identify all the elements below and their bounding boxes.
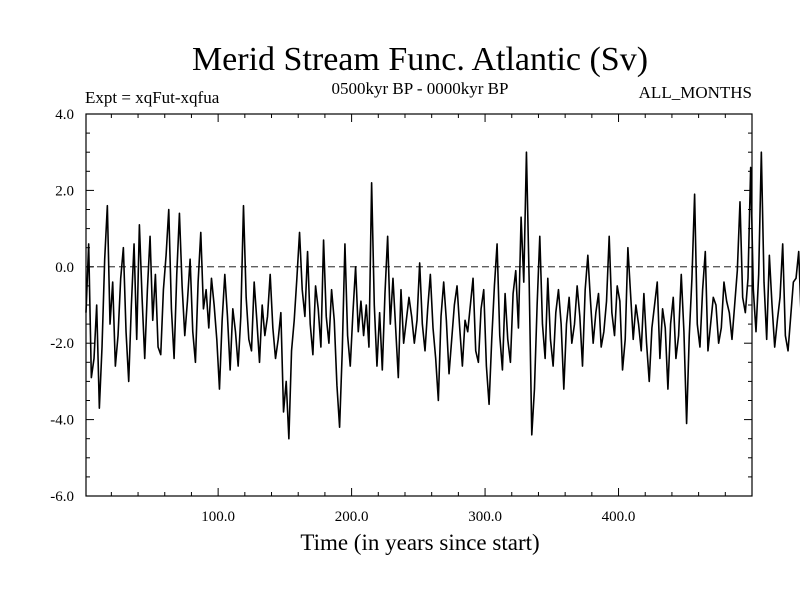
x-axis-label: Time (in years since start) — [300, 530, 539, 555]
x-tick-label: 300.0 — [468, 509, 502, 525]
x-tick-labels: 100.0 200.0 300.0 400.0 — [201, 509, 635, 525]
axis-ticks — [86, 113, 753, 497]
y-tick-label: -2.0 — [50, 336, 74, 352]
series-line-group — [85, 151, 800, 440]
experiment-label: Expt = xqFut-xqfua — [85, 88, 220, 107]
y-tick-label: 0.0 — [55, 260, 74, 276]
chart-title: Merid Stream Func. Atlantic (Sv) — [192, 41, 648, 78]
series-line — [85, 151, 800, 440]
y-tick-label: -4.0 — [50, 413, 74, 429]
y-tick-label: 2.0 — [55, 183, 74, 199]
x-tick-label: 400.0 — [602, 509, 636, 525]
time-range-label: 0500kyr BP - 0000kyr BP — [332, 79, 509, 98]
y-tick-labels: 4.0 2.0 0.0 -2.0 -4.0 -6.0 — [50, 107, 74, 505]
plot-frame — [85, 113, 753, 497]
x-tick-label: 100.0 — [201, 509, 235, 525]
y-tick-label: -6.0 — [50, 489, 74, 505]
months-label: ALL_MONTHS — [639, 83, 752, 102]
y-tick-label: 4.0 — [55, 107, 74, 123]
x-tick-label: 200.0 — [335, 509, 369, 525]
